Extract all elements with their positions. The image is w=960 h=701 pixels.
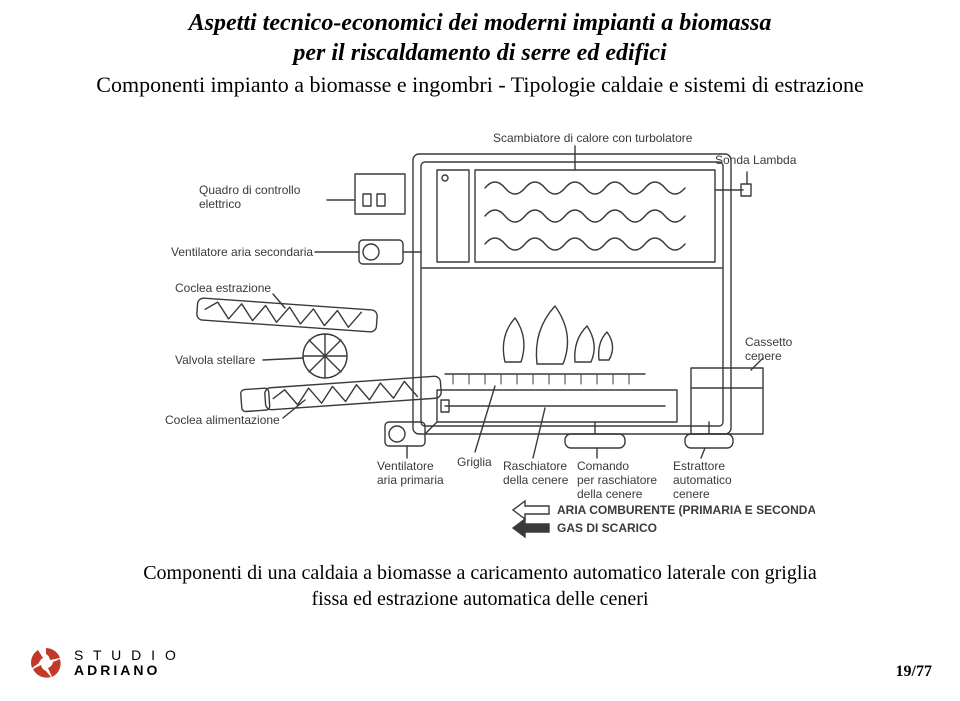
lbl-primfan2: aria primaria xyxy=(377,473,444,487)
caption-line2: fissa ed estrazione automatica delle cen… xyxy=(311,588,648,610)
lbl-star-valve: Valvola stellare xyxy=(175,353,256,367)
lbl-cmd2: per raschiatore xyxy=(577,473,657,487)
studio-brand: ADRIANO xyxy=(74,663,179,678)
lbl-ext1: Estrattore xyxy=(673,459,725,473)
lbl-scraper2: della cenere xyxy=(503,473,569,487)
boiler-cutaway-diagram: Scambiatore di calore con turbolatore So… xyxy=(145,112,815,542)
title-line2: per il riscaldamento di serre ed edifici xyxy=(293,40,666,66)
lbl-grate: Griglia xyxy=(457,455,492,469)
lbl-extract-auger: Coclea estrazione xyxy=(175,281,271,295)
lbl-air: ARIA COMBURENTE (PRIMARIA E SECONDARIA) xyxy=(557,503,815,517)
lbl-ext2: automatico xyxy=(673,473,732,487)
caption-line1: Componenti di una caldaia a biomasse a c… xyxy=(143,562,817,584)
lbl-control1: Quadro di controllo xyxy=(199,183,301,197)
footer: S T U D I O ADRIANO xyxy=(28,645,179,681)
lbl-ashbox1: Cassetto xyxy=(745,335,793,349)
page-title: Aspetti tecnico-economici dei moderni im… xyxy=(0,8,960,68)
lbl-gas: GAS DI SCARICO xyxy=(557,521,657,535)
lbl-ashbox2: cenere xyxy=(745,349,782,363)
lbl-control2: elettrico xyxy=(199,197,241,211)
lbl-lambda: Sonda Lambda xyxy=(715,153,797,167)
lbl-cmd3: della cenere xyxy=(577,487,643,501)
title-line1: Aspetti tecnico-economici dei moderni im… xyxy=(189,10,772,36)
lbl-cmd1: Comando xyxy=(577,459,629,473)
lbl-heat-exchanger: Scambiatore di calore con turbolatore xyxy=(493,131,693,145)
page-subtitle: Componenti impianto a biomasse e ingombr… xyxy=(0,72,960,98)
lbl-sec-fan: Ventilatore aria secondaria xyxy=(171,245,313,259)
lbl-ext3: cenere xyxy=(673,487,710,501)
page-number: 19/77 xyxy=(896,663,932,681)
studio-logo-icon xyxy=(28,645,64,681)
lbl-scraper1: Raschiatore xyxy=(503,459,567,473)
studio-name: S T U D I O ADRIANO xyxy=(74,648,179,679)
studio-word: S T U D I O xyxy=(74,648,179,663)
lbl-primfan1: Ventilatore xyxy=(377,459,434,473)
figure-caption: Componenti di una caldaia a biomasse a c… xyxy=(0,560,960,612)
lbl-feed-auger: Coclea alimentazione xyxy=(165,413,280,427)
